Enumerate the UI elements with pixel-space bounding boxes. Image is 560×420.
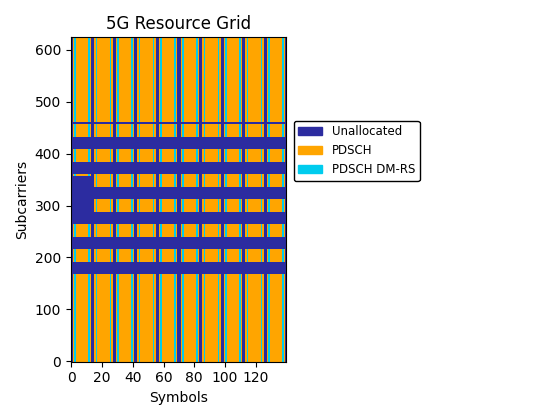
Legend: Unallocated, PDSCH, PDSCH DM-RS: Unallocated, PDSCH, PDSCH DM-RS [294,121,419,181]
Y-axis label: Subcarriers: Subcarriers [15,160,29,239]
Title: 5G Resource Grid: 5G Resource Grid [106,15,251,33]
X-axis label: Symbols: Symbols [149,391,208,405]
